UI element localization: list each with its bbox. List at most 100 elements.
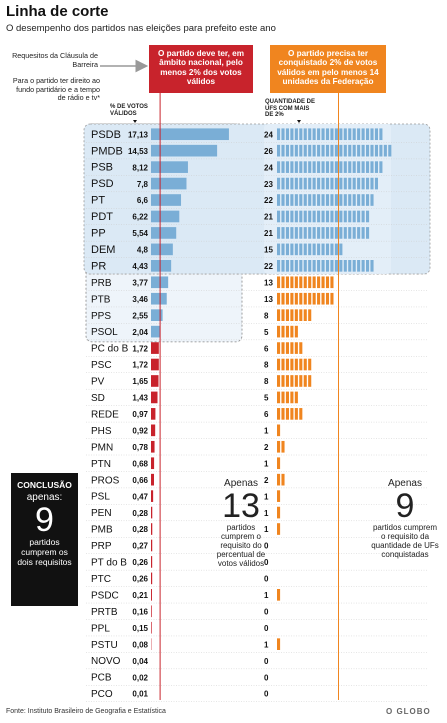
state-count-bar — [281, 408, 285, 420]
state-count-bar — [343, 177, 347, 190]
state-count-bar — [334, 194, 338, 206]
vote-bar — [151, 243, 173, 256]
state-count-bar — [343, 161, 347, 173]
state-count-bar — [361, 161, 365, 173]
state-count-bar — [277, 589, 281, 601]
state-count-bar — [294, 243, 298, 256]
state-count-bar — [357, 194, 361, 206]
state-count-bar — [290, 227, 294, 239]
state-count-bar — [290, 161, 294, 173]
state-count-bar — [330, 177, 334, 190]
state-count-bar — [277, 292, 281, 305]
party-label: PPS — [91, 311, 111, 322]
state-count-bar — [325, 210, 330, 223]
state-count-bar — [317, 260, 321, 272]
state-count-bar — [357, 128, 361, 141]
state-count-bar — [357, 260, 361, 272]
state-count-bar — [312, 260, 316, 272]
state-count-bar — [325, 292, 330, 305]
state-count-bar — [348, 260, 352, 272]
state-count-bar — [357, 227, 361, 239]
state-count-bar — [308, 161, 312, 173]
vote-value-label: 0,04 — [132, 657, 148, 666]
state-count-bar — [303, 194, 307, 206]
state-count-bar — [303, 276, 307, 289]
state-count-bar — [277, 457, 281, 470]
state-count-bar — [285, 243, 289, 256]
state-count-bar — [285, 144, 289, 157]
vote-value-label: 5,54 — [132, 229, 148, 238]
state-count-bar — [317, 144, 321, 157]
vote-bar — [151, 276, 169, 289]
vote-value-label: 1,65 — [132, 377, 148, 386]
vote-bar — [151, 523, 153, 535]
state-count-bar — [330, 260, 334, 272]
party-label: PSD — [91, 178, 114, 190]
state-count-bar — [361, 260, 365, 272]
party-label: PRP — [91, 541, 112, 552]
state-count-bar — [294, 276, 298, 289]
party-label: PSOL — [91, 327, 118, 338]
state-count-bar — [277, 408, 281, 420]
state-count-bar — [348, 194, 352, 206]
state-count-bar — [290, 309, 294, 321]
state-count-bar — [334, 210, 338, 223]
state-count-bar — [334, 243, 338, 256]
state-count-bar — [281, 128, 285, 141]
state-count-bar — [294, 375, 298, 387]
state-count-bar — [303, 144, 307, 157]
state-count-bar — [361, 128, 365, 141]
vote-bar — [151, 391, 158, 404]
party-label: PRTB — [91, 607, 118, 618]
state-count-bar — [281, 276, 285, 289]
vote-bar — [151, 128, 229, 141]
state-count-bar — [299, 309, 303, 321]
party-label: NOVO — [91, 656, 121, 667]
state-count-bar — [317, 194, 321, 206]
state-count-bar — [277, 194, 281, 206]
state-count-label: 2 — [264, 476, 269, 485]
state-count-bar — [361, 194, 365, 206]
state-count-label: 23 — [264, 180, 273, 189]
state-count-bar — [281, 243, 285, 256]
vote-bar — [151, 325, 161, 338]
state-count-bar — [299, 292, 303, 305]
state-count-bar — [321, 144, 325, 157]
state-count-bar — [334, 177, 338, 190]
state-count-bar — [352, 177, 356, 190]
state-count-label: 1 — [264, 427, 269, 436]
state-count-bar — [290, 260, 294, 272]
conclusion-number: 9 — [35, 501, 54, 539]
state-count-bar — [299, 342, 303, 354]
votes-summary-number: 13 — [222, 487, 260, 525]
state-count-bar — [379, 128, 383, 141]
vote-bar — [151, 589, 152, 601]
state-count-bar — [334, 227, 338, 239]
vote-value-label: 6,22 — [132, 213, 148, 222]
state-count-bar — [348, 177, 352, 190]
state-count-bar — [325, 128, 330, 141]
state-count-bar — [352, 161, 356, 173]
state-count-bar — [330, 194, 334, 206]
state-count-bar — [294, 161, 298, 173]
state-count-bar — [361, 177, 365, 190]
state-count-bar — [308, 309, 312, 321]
party-label: PCB — [91, 673, 112, 684]
state-count-bar — [285, 260, 289, 272]
vote-value-label: 0,28 — [132, 509, 148, 518]
vote-bar — [151, 227, 177, 239]
state-count-bar — [330, 276, 334, 289]
state-count-bar — [312, 177, 316, 190]
state-count-bar — [312, 227, 316, 239]
state-count-bar — [379, 144, 383, 157]
conclusion-text: partidos cumprem os dois requisitos — [17, 537, 72, 567]
state-count-bar — [290, 177, 294, 190]
vote-bar — [151, 292, 167, 305]
state-count-bar — [277, 243, 281, 256]
vote-value-label: 0,01 — [132, 690, 148, 699]
state-count-bar — [374, 177, 378, 190]
state-count-bar — [277, 325, 281, 338]
state-count-label: 0 — [264, 575, 269, 584]
state-count-bar — [303, 375, 307, 387]
states-summary: Apenas 9 partidos cumprem o requisito da… — [370, 478, 440, 559]
